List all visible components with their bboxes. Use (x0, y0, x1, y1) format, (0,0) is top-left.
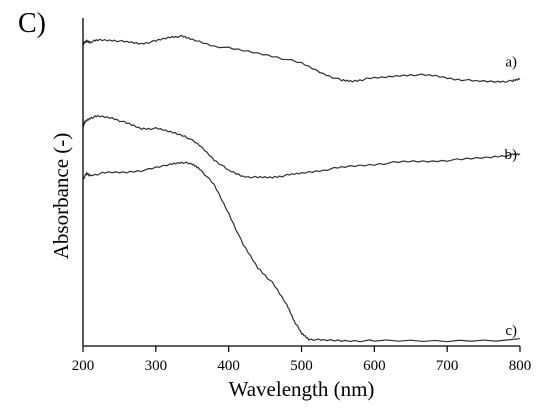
x-tick-label: 600 (363, 358, 386, 374)
series-layer (82, 34, 521, 343)
series-line-1 (82, 34, 521, 84)
x-axis-title: Wavelength (nm) (229, 377, 375, 401)
series-label-3: c) (505, 323, 517, 339)
series-label-1: a) (505, 55, 517, 71)
x-tick-label: 500 (290, 358, 313, 374)
series-line-3 (82, 161, 521, 343)
x-tick-layer: 200 300 400 500 600 700 800 (72, 346, 532, 374)
x-tick-label: 400 (217, 358, 240, 374)
x-tick-label: 300 (145, 358, 168, 374)
series-label-layer: a) b) c) (505, 55, 518, 340)
x-tick-label: 200 (72, 358, 95, 374)
x-tick-label: 700 (436, 358, 459, 374)
panel-label: C) (18, 8, 46, 39)
y-axis-title: Absorbance (-) (49, 133, 73, 260)
x-tick-label: 800 (509, 358, 532, 374)
series-line-2 (82, 114, 521, 179)
series-label-2: b) (505, 147, 518, 163)
